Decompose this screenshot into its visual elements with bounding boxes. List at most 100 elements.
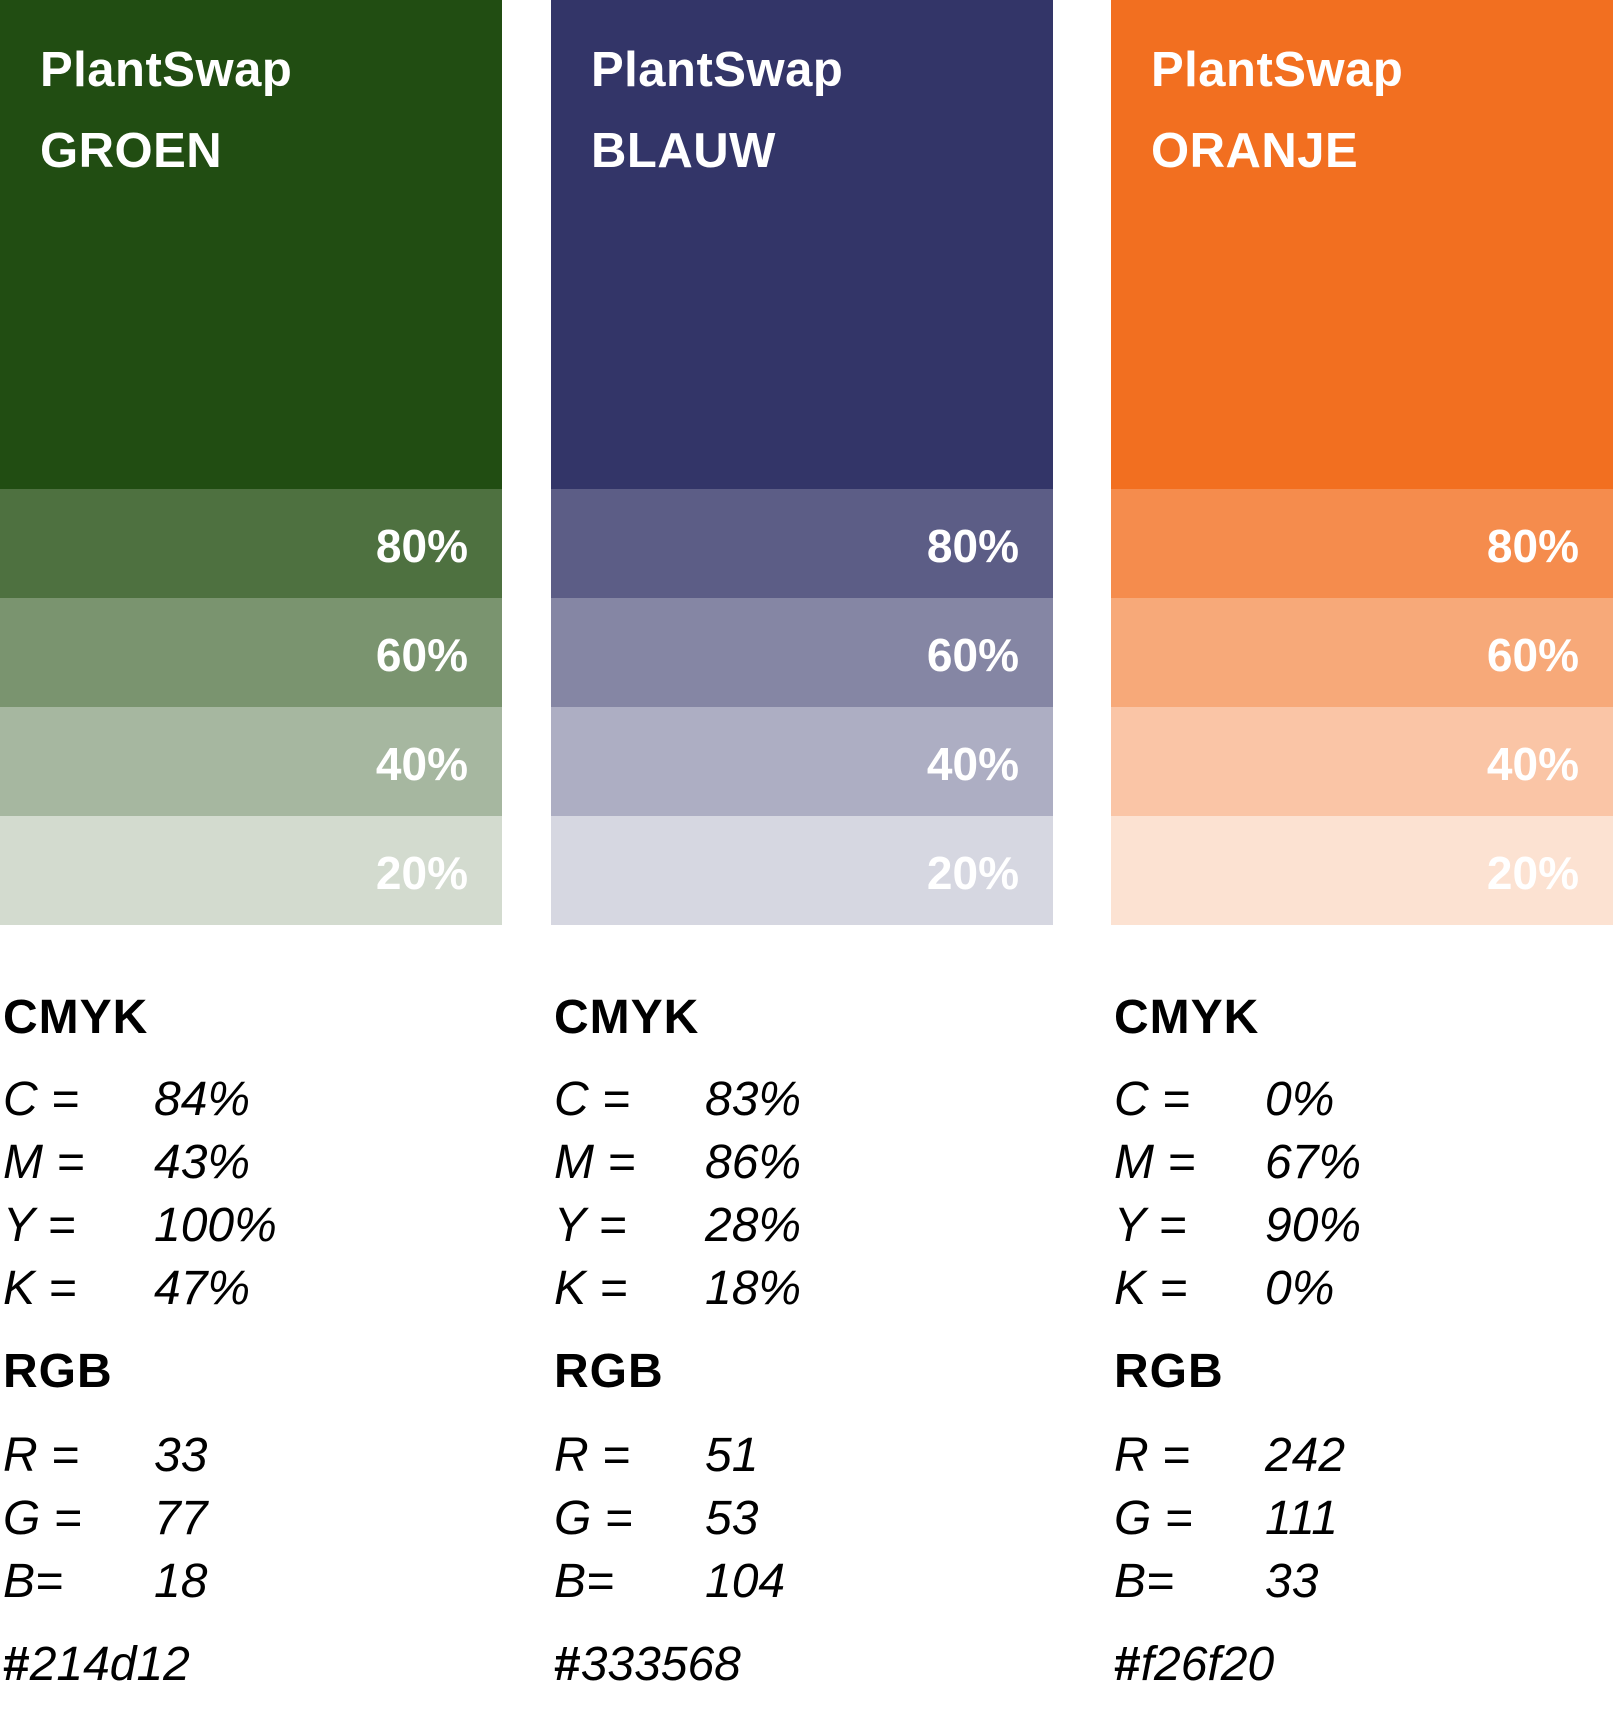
value-number: 33 [154, 1429, 208, 1482]
value-key: C = [1114, 1073, 1191, 1126]
value-key: R = [3, 1429, 80, 1482]
tint-label: 60% [1486, 629, 1579, 681]
rgb-row-g: G = 77 [3, 1495, 493, 1550]
cmyk-row-k: K = 0% [1114, 1265, 1604, 1320]
value-number: 86% [705, 1136, 802, 1189]
value-key: C = [3, 1073, 80, 1126]
tint-swatch-20: 20% [551, 816, 1053, 925]
tint-swatch-20: 20% [0, 816, 502, 925]
value-number: 83% [705, 1073, 802, 1126]
swatch-color-name: GROEN [40, 124, 223, 178]
value-key: R = [1114, 1429, 1191, 1482]
tint-label: 80% [375, 520, 468, 572]
hex-value: f26f20 [1140, 1638, 1275, 1691]
rgb-heading: RGB [3, 1345, 113, 1398]
rgb-row-b: B= 18 [3, 1558, 493, 1613]
tint-label: 40% [926, 738, 1019, 790]
cmyk-row-c: C = 0% [1114, 1076, 1604, 1131]
rgb-row-b: B= 104 [554, 1558, 1044, 1613]
value-key: B= [1114, 1555, 1175, 1608]
rgb-row-g: G = 111 [1114, 1495, 1604, 1550]
hex-code: #214d12 [3, 1641, 190, 1689]
color-column-oranje: PlantSwap ORANJE 80% 60% 40% 20% CMYK C … [1111, 0, 1613, 1718]
cmyk-row-k: K = 47% [3, 1265, 493, 1320]
hex-hash: # [3, 1638, 30, 1691]
value-key: K = [554, 1262, 628, 1315]
value-key: Y = [554, 1199, 627, 1252]
hex-value: 333568 [580, 1638, 741, 1691]
swatch-brand: PlantSwap [40, 43, 293, 97]
cmyk-row-c: C = 84% [3, 1076, 493, 1131]
main-swatch: PlantSwap GROEN [0, 0, 502, 489]
value-key: G = [554, 1492, 633, 1545]
cmyk-row-m: M = 86% [554, 1139, 1044, 1194]
main-swatch: PlantSwap ORANJE [1111, 0, 1613, 489]
value-number: 43% [154, 1136, 251, 1189]
cmyk-row-y: Y = 90% [1114, 1202, 1604, 1257]
cmyk-row-c: C = 83% [554, 1076, 1044, 1131]
rgb-row-r: R = 33 [3, 1432, 493, 1487]
value-key: K = [3, 1262, 77, 1315]
swatch-brand: PlantSwap [591, 43, 844, 97]
tint-swatch-60: 60% [0, 598, 502, 707]
value-key: Y = [3, 1199, 76, 1252]
tint-swatch-80: 80% [0, 489, 502, 598]
value-key: B= [3, 1555, 64, 1608]
tint-swatch-60: 60% [1111, 598, 1613, 707]
tint-label: 60% [926, 629, 1019, 681]
hex-hash: # [554, 1638, 581, 1691]
swatch-color-name: BLAUW [591, 124, 776, 178]
value-number: 100% [154, 1199, 277, 1252]
value-key: K = [1114, 1262, 1188, 1315]
cmyk-row-y: Y = 28% [554, 1202, 1044, 1257]
value-number: 33 [1265, 1555, 1319, 1608]
value-number: 90% [1265, 1199, 1362, 1252]
tint-swatch-40: 40% [0, 707, 502, 816]
hex-hash: # [1114, 1638, 1141, 1691]
tint-label: 40% [1486, 738, 1579, 790]
tint-label: 20% [926, 847, 1019, 899]
value-number: 0% [1265, 1262, 1335, 1315]
value-number: 18% [705, 1262, 802, 1315]
value-number: 242 [1265, 1429, 1346, 1482]
value-number: 67% [1265, 1136, 1362, 1189]
value-number: 84% [154, 1073, 251, 1126]
tint-swatch-60: 60% [551, 598, 1053, 707]
tint-label: 60% [375, 629, 468, 681]
value-number: 47% [154, 1262, 251, 1315]
hex-code: #333568 [554, 1641, 741, 1689]
cmyk-row-k: K = 18% [554, 1265, 1044, 1320]
tint-swatch-80: 80% [1111, 489, 1613, 598]
value-key: M = [1114, 1136, 1196, 1189]
rgb-row-r: R = 51 [554, 1432, 1044, 1487]
rgb-row-g: G = 53 [554, 1495, 1044, 1550]
value-number: 77 [154, 1492, 208, 1545]
value-number: 111 [1265, 1492, 1338, 1545]
tint-label: 40% [375, 738, 468, 790]
tint-swatch-40: 40% [1111, 707, 1613, 816]
tint-swatch-80: 80% [551, 489, 1053, 598]
value-key: M = [3, 1136, 85, 1189]
value-number: 104 [705, 1555, 786, 1608]
value-key: R = [554, 1429, 631, 1482]
tint-label: 80% [1486, 520, 1579, 572]
cmyk-row-y: Y = 100% [3, 1202, 493, 1257]
value-number: 0% [1265, 1073, 1335, 1126]
value-number: 53 [705, 1492, 759, 1545]
value-number: 51 [705, 1429, 759, 1482]
tint-label: 20% [1486, 847, 1579, 899]
value-key: M = [554, 1136, 636, 1189]
swatch-color-name: ORANJE [1151, 124, 1359, 178]
tint-label: 20% [375, 847, 468, 899]
hex-code: #f26f20 [1114, 1641, 1274, 1689]
main-swatch: PlantSwap BLAUW [551, 0, 1053, 489]
rgb-heading: RGB [554, 1345, 664, 1398]
value-key: Y = [1114, 1199, 1187, 1252]
tint-swatch-20: 20% [1111, 816, 1613, 925]
hex-value: 214d12 [29, 1638, 190, 1691]
value-number: 18 [154, 1555, 208, 1608]
value-number: 28% [705, 1199, 802, 1252]
color-column-groen: PlantSwap GROEN 80% 60% 40% 20% CMYK C =… [0, 0, 502, 1718]
cmyk-heading: CMYK [3, 991, 149, 1044]
rgb-row-r: R = 242 [1114, 1432, 1604, 1487]
